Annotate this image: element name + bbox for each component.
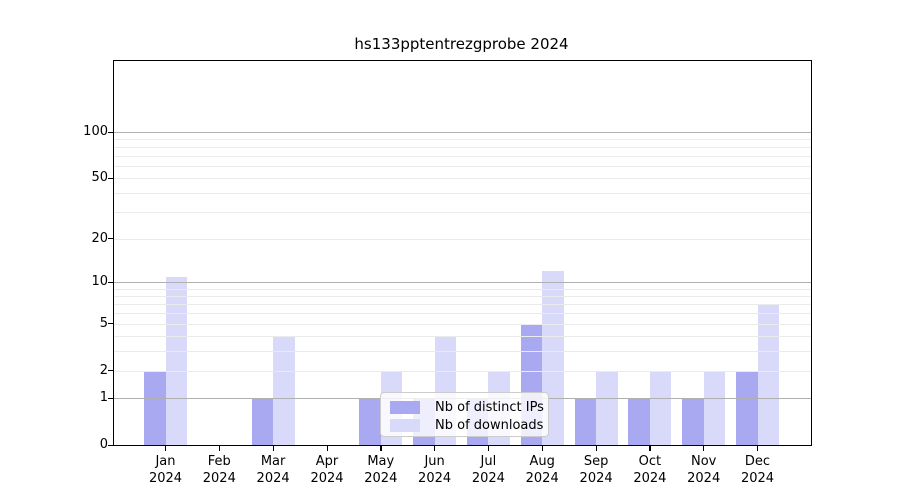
bar-downloads-nov bbox=[703, 370, 726, 445]
y-tick-label-20: 20 bbox=[91, 230, 108, 246]
x-tick-label-jul: Jul 2024 bbox=[471, 454, 505, 486]
x-tick-feb bbox=[218, 446, 221, 452]
legend-label-downloads: Nb of downloads bbox=[435, 417, 544, 433]
y-tick-2 bbox=[107, 370, 113, 372]
bar-ips-may bbox=[359, 398, 381, 445]
legend-swatch-downloads bbox=[390, 418, 420, 432]
legend-label-distinct-ips: Nb of distinct IPs bbox=[435, 399, 544, 415]
plot-area: Nb of distinct IPs Nb of downloads 0 1 2 5 1… bbox=[83, 60, 812, 486]
x-tick-may bbox=[380, 446, 382, 452]
x-tick-label-jan: Jan 2024 bbox=[148, 454, 183, 486]
bar-downloads-dec bbox=[757, 304, 779, 445]
x-tick-jun bbox=[434, 446, 436, 452]
x-tick-label-aug: Aug 2024 bbox=[525, 454, 559, 486]
x-tick-mar bbox=[272, 446, 274, 452]
x-tick-oct bbox=[649, 446, 651, 452]
y-tick-0 bbox=[107, 444, 113, 446]
x-tick-label-feb: Feb 2024 bbox=[202, 454, 236, 486]
y-tick-label-100: 100 bbox=[83, 124, 108, 140]
x-tick-jul bbox=[487, 446, 490, 452]
bar-layer bbox=[114, 61, 811, 445]
bar-ips-dec bbox=[736, 370, 758, 445]
bar-downloads-mar bbox=[273, 335, 295, 445]
y-tick-20 bbox=[107, 238, 113, 240]
x-tick-sep bbox=[595, 446, 597, 452]
bar-downloads-sep bbox=[596, 370, 618, 445]
y-tick-10 bbox=[107, 281, 113, 284]
x-tick-apr bbox=[326, 446, 328, 452]
y-tick-100 bbox=[107, 131, 113, 133]
y-tick-label-50: 50 bbox=[91, 170, 108, 186]
x-tick-nov bbox=[703, 446, 705, 452]
y-tick-label-0: 0 bbox=[99, 437, 108, 452]
chart-title: hs133pptentrezgprobe 2024 bbox=[354, 35, 569, 53]
y-tick-label-10: 10 bbox=[91, 274, 108, 290]
x-tick-label-apr: Apr 2024 bbox=[310, 454, 344, 486]
x-tick-label-nov: Nov 2024 bbox=[687, 454, 721, 486]
legend-row-downloads: Nb of downloads bbox=[390, 416, 544, 434]
x-tick-label-sep: Sep 2024 bbox=[579, 454, 613, 486]
legend: Nb of distinct IPs Nb of downloads bbox=[380, 392, 549, 437]
x-tick-dec bbox=[757, 446, 759, 452]
bar-downloads-jan bbox=[165, 276, 187, 445]
x-tick-label-oct: Oct 2024 bbox=[633, 454, 667, 486]
y-tick-label-1: 1 bbox=[99, 390, 108, 405]
bar-ips-mar bbox=[251, 398, 274, 445]
bar-ips-nov bbox=[682, 398, 704, 445]
bar-ips-sep bbox=[574, 398, 597, 445]
y-tick-5 bbox=[107, 323, 113, 325]
legend-row-distinct-ips: Nb of distinct IPs bbox=[390, 398, 544, 416]
bar-downloads-oct bbox=[649, 370, 672, 445]
legend-swatch-distinct-ips bbox=[390, 400, 420, 414]
y-tick-1 bbox=[107, 397, 113, 399]
x-tick-label-dec: Dec 2024 bbox=[740, 454, 775, 486]
x-tick-label-jun: Jun 2024 bbox=[418, 454, 452, 486]
bar-ips-oct bbox=[628, 398, 650, 445]
x-tick-label-may: May 2024 bbox=[364, 454, 398, 486]
y-tick-label-5: 5 bbox=[99, 315, 108, 331]
x-tick-jan bbox=[165, 446, 167, 452]
y-tick-label-2: 2 bbox=[99, 362, 108, 378]
y-tick-50 bbox=[107, 177, 113, 180]
bar-ips-jan bbox=[144, 370, 166, 445]
x-tick-aug bbox=[541, 446, 543, 452]
x-tick-label-mar: Mar 2024 bbox=[256, 454, 290, 486]
